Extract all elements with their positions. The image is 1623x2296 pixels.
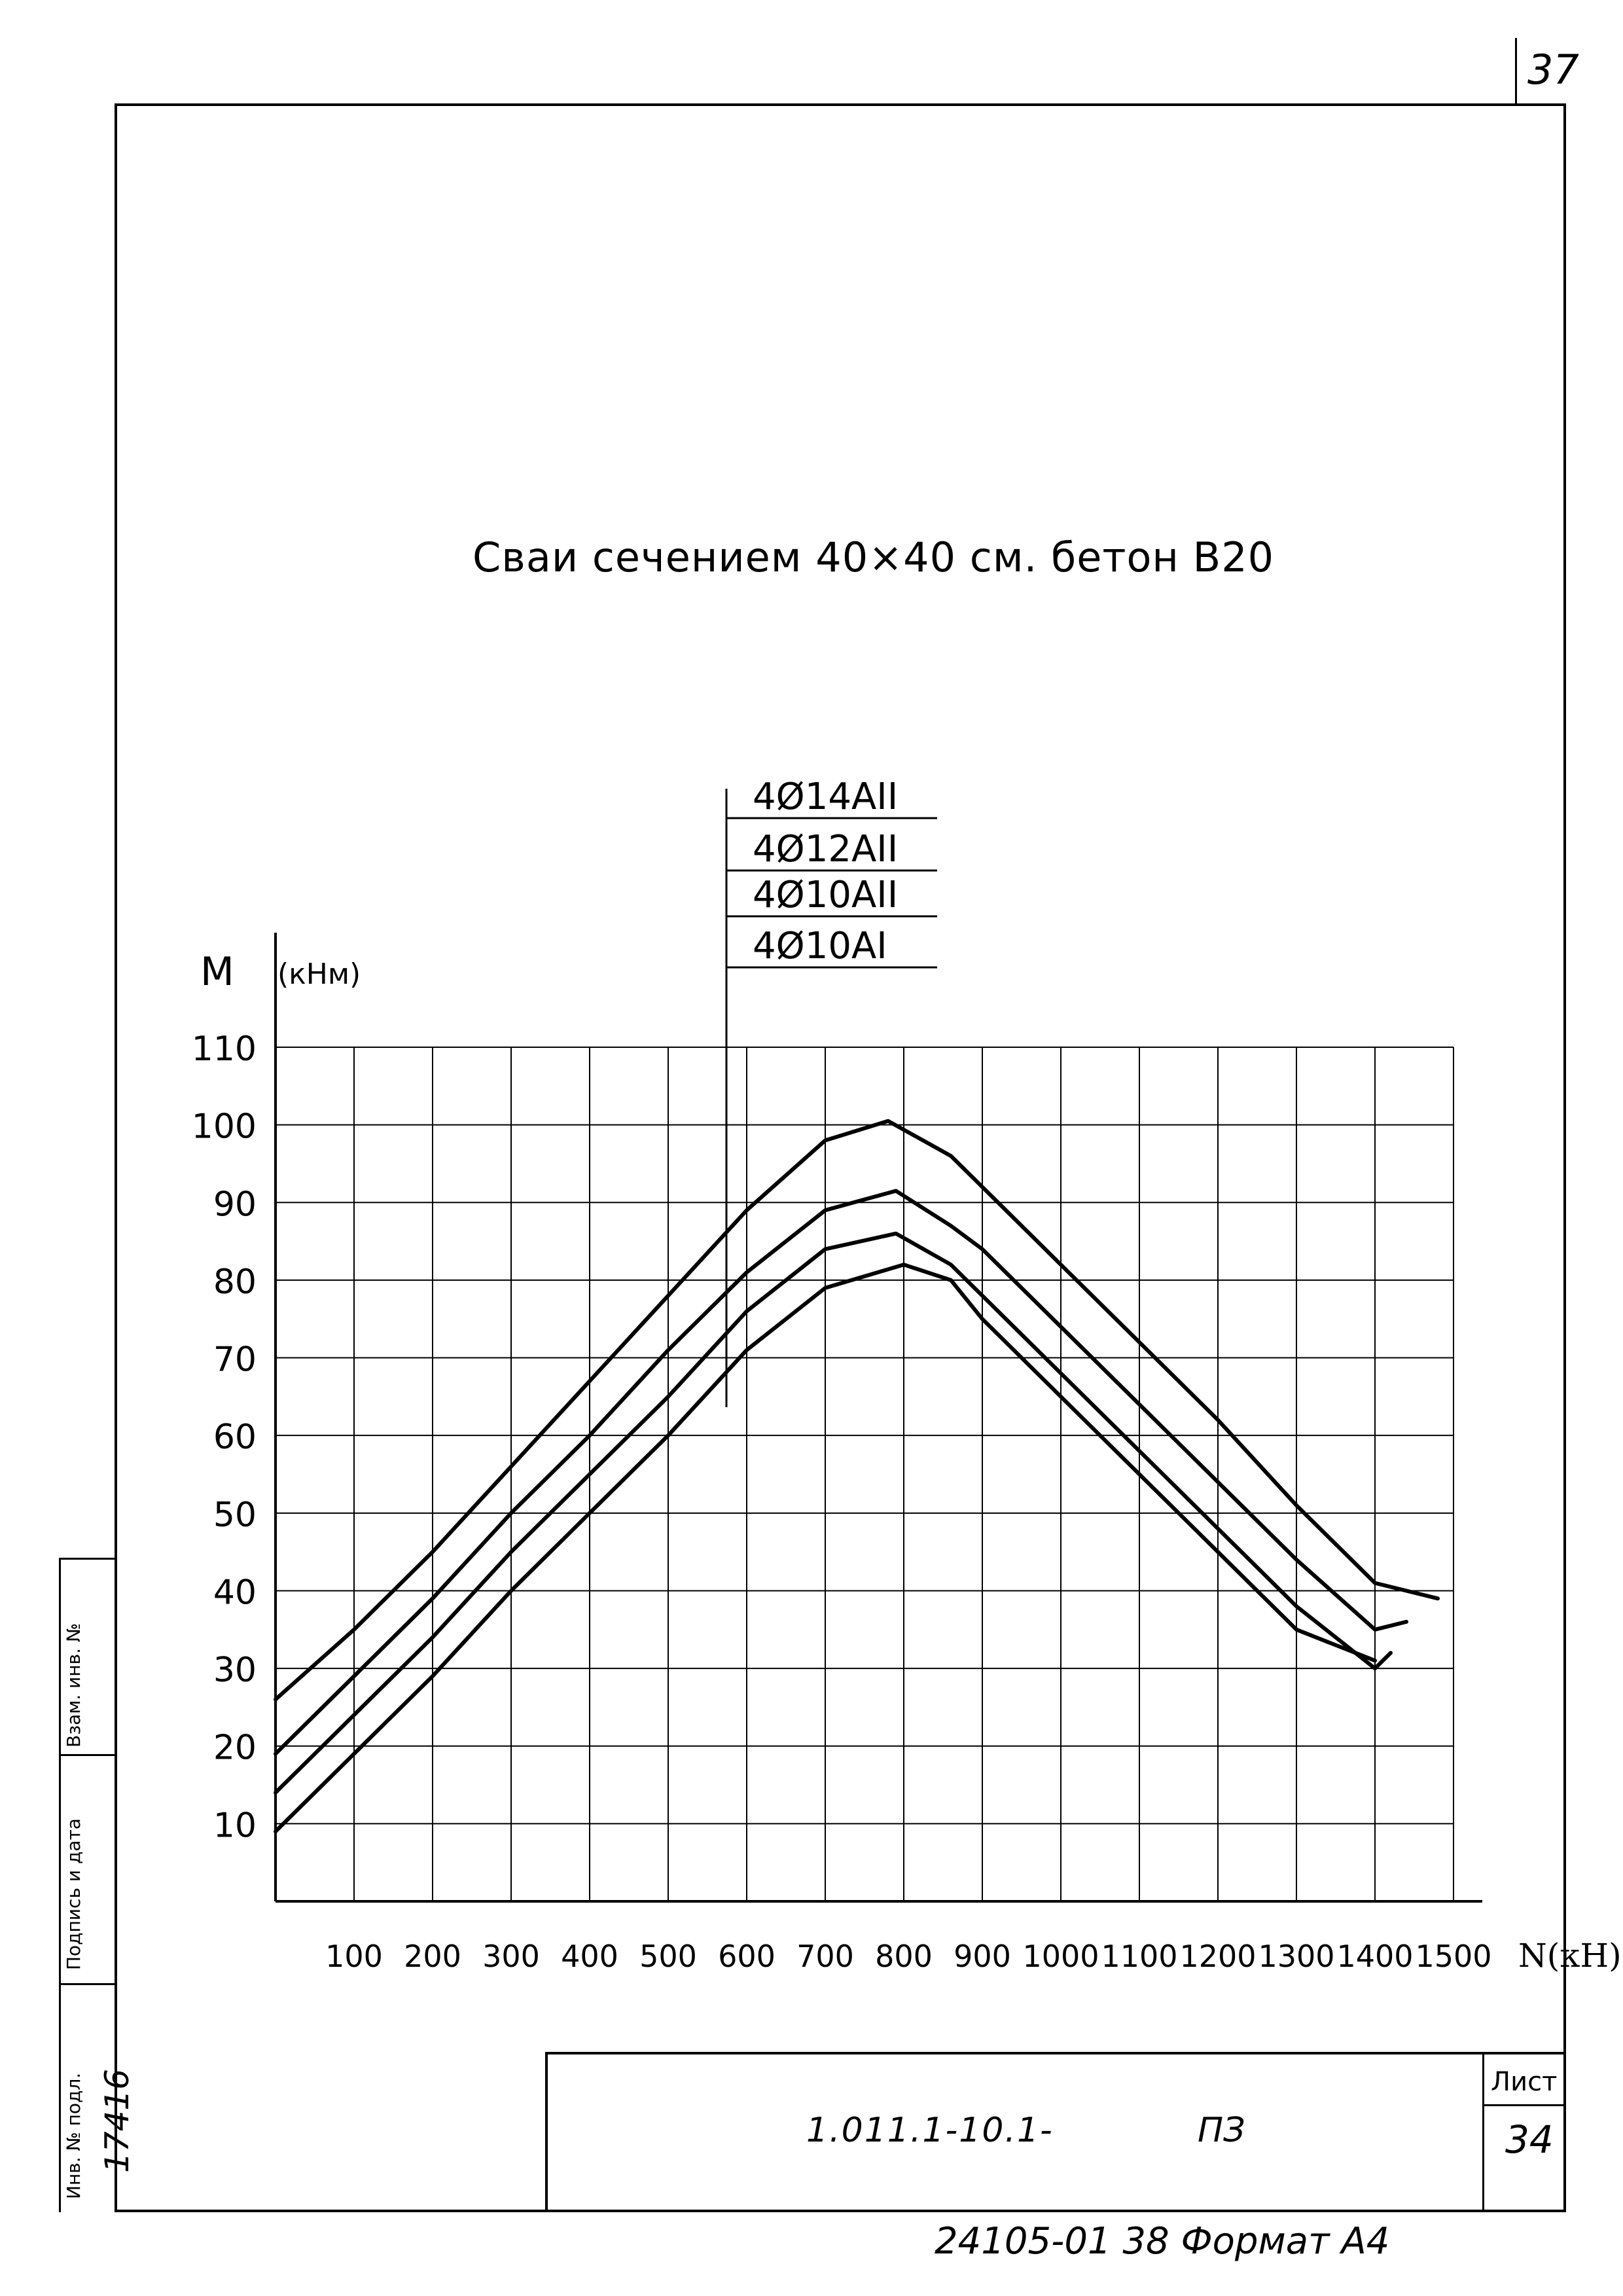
y-tick-label: 90 [213, 1185, 257, 1224]
stamp-sheet-box-mid [1482, 2104, 1566, 2106]
y-axis-label: M [200, 949, 234, 995]
x-tick-label: 1500 [1415, 1939, 1491, 1974]
x-tick-label: 1400 [1336, 1939, 1413, 1974]
x-tick-label: 1300 [1258, 1939, 1334, 1974]
y-tick-label: 30 [213, 1651, 257, 1690]
x-axis-label: N(кН) [1518, 1937, 1622, 1975]
y-tick-label: 60 [213, 1418, 257, 1457]
stamp-sheet-label: Лист [1491, 2067, 1558, 2097]
x-tick-label: 700 [796, 1939, 854, 1974]
stamp-top [545, 2052, 1566, 2054]
y-tick-label: 100 [192, 1107, 257, 1147]
x-tick-label: 600 [718, 1939, 776, 1974]
stamp-sheet-number: 34 [1505, 2117, 1554, 2162]
side-strip-right [115, 1558, 117, 2212]
x-tick-label: 500 [639, 1939, 697, 1974]
x-tick-label: 300 [482, 1939, 540, 1974]
chart-title: Сваи сечением 40×40 см. бетон В20 [473, 533, 1275, 581]
x-tick-label: 900 [954, 1939, 1011, 1974]
series-line [274, 1119, 1440, 1702]
x-tick-label: 1000 [1022, 1939, 1099, 1974]
legend-label: 4Ø10АII [753, 874, 898, 916]
series-line [274, 1189, 1408, 1756]
y-axis-unit: (кНм) [277, 958, 361, 991]
y-tick-label: 110 [192, 1030, 257, 1069]
side-strip-left [59, 1558, 61, 2212]
y-tick-label: 80 [213, 1263, 257, 1302]
side-strip-div2 [59, 1983, 116, 1985]
x-tick-label: 1100 [1101, 1939, 1177, 1974]
y-tick-label: 10 [213, 1806, 257, 1845]
y-tick-label: 40 [213, 1573, 257, 1612]
legend-label: 4Ø10АI [753, 925, 887, 967]
stamp-code: 1.011.1-10.1- [806, 2111, 1054, 2150]
frame-right [1563, 103, 1566, 2212]
top-number-divider [1515, 38, 1517, 105]
x-tick-label: 100 [325, 1939, 383, 1974]
series-line [274, 1231, 1393, 1795]
y-tick-label: 50 [213, 1496, 257, 1535]
frame-left [115, 103, 117, 2212]
x-tick-label: 800 [875, 1939, 933, 1974]
legend-label: 4Ø14АII [753, 776, 898, 818]
side-strip-div1 [59, 1754, 116, 1756]
stamp-sheet-box-left [1482, 2052, 1484, 2212]
frame-top [115, 103, 1566, 106]
y-tick-label: 20 [213, 1729, 257, 1768]
x-tick-label: 200 [404, 1939, 461, 1974]
legend-label: 4Ø12АII [753, 828, 898, 870]
y-tick-label: 70 [213, 1340, 257, 1380]
frame-bottom [115, 2210, 1566, 2212]
stamp-doc: ПЗ [1198, 2111, 1245, 2150]
side-strip-top [59, 1558, 116, 1560]
footer-line: 24105-01 38 Формат А4 [935, 2220, 1390, 2263]
x-tick-label: 1200 [1179, 1939, 1256, 1974]
series-line [274, 1263, 1377, 1834]
sheet-top-number: 37 [1527, 46, 1579, 94]
x-tick-label: 400 [561, 1939, 618, 1974]
stamp-left [545, 2052, 548, 2212]
